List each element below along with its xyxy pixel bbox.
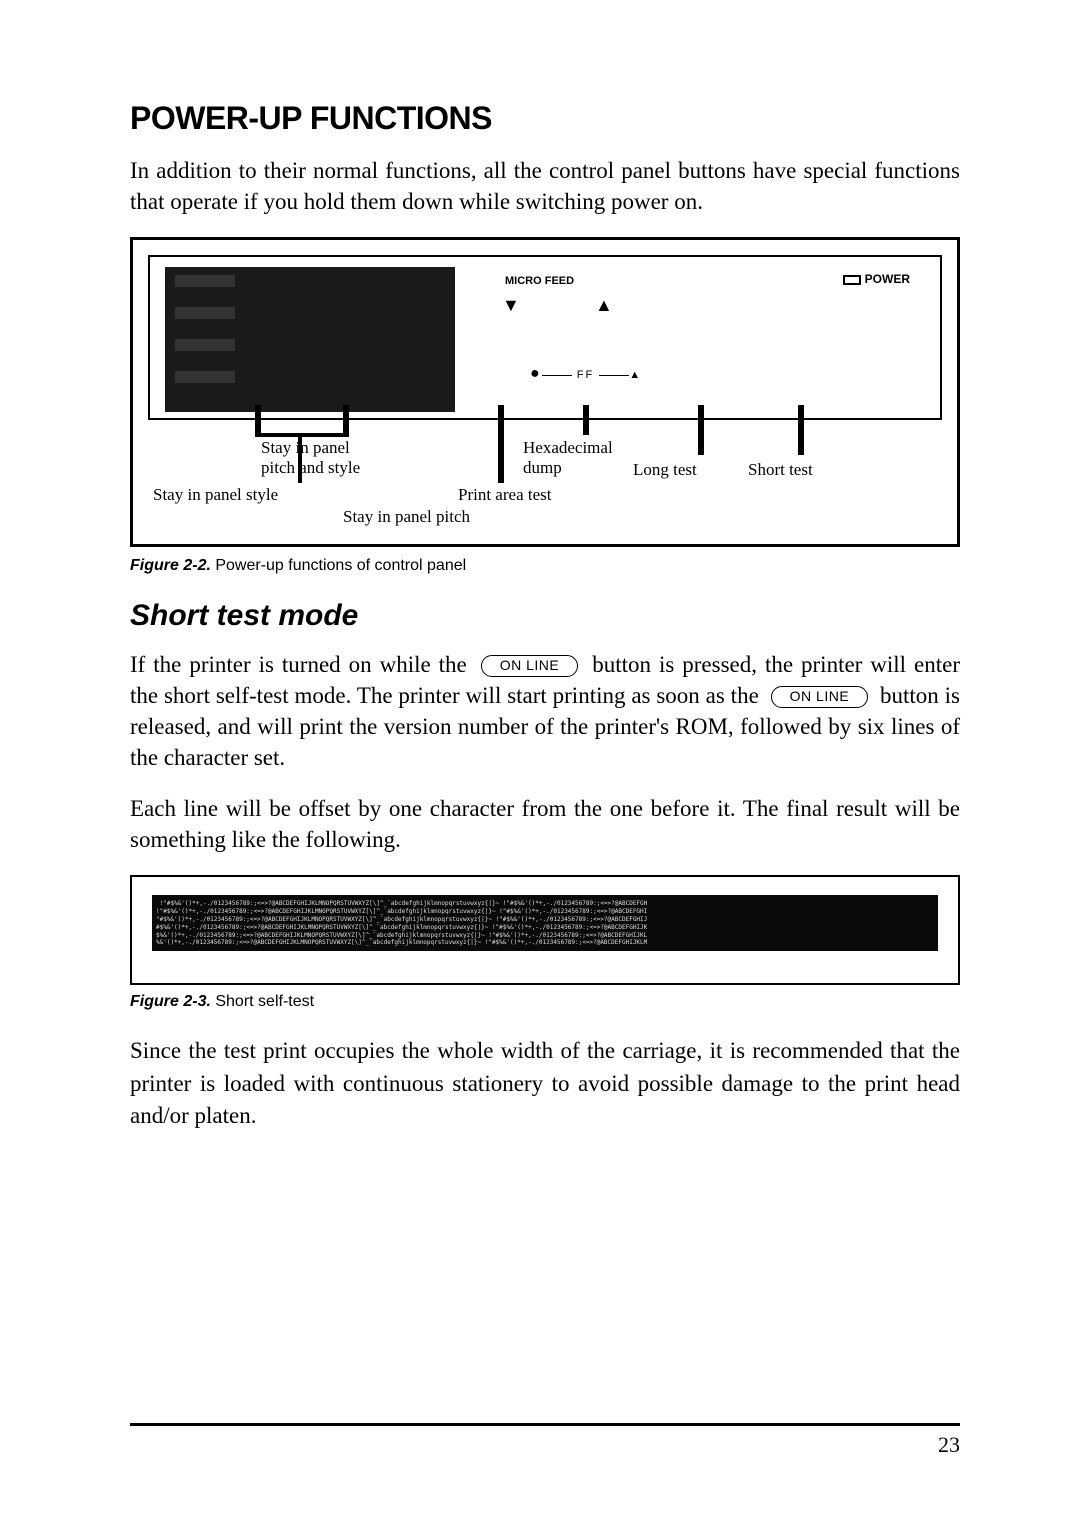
page-heading: POWER-UP FUNCTIONS	[130, 100, 960, 137]
figure-2-2-caption: Figure 2-2. Power-up functions of contro…	[130, 557, 960, 575]
online-button-1: ON LINE	[481, 655, 579, 677]
control-panel-diagram: MICRO FEED POWER ▼ ▲ ● FF ▲	[148, 255, 942, 420]
lcd-display-block	[165, 267, 455, 412]
caption2-label: Figure 2-3.	[130, 993, 211, 1010]
short-test-para1: If the printer is turned on while the ON…	[130, 649, 960, 773]
fn-long-test: Long test	[633, 460, 697, 480]
caption2-text: Short self-test	[211, 993, 314, 1010]
caption-text: Power-up functions of control panel	[211, 557, 466, 574]
online-button-2: ON LINE	[771, 686, 869, 708]
ff-label: ● FF ▲	[530, 365, 642, 383]
selftest-printout: !"#$%&'()*+,-./0123456789:;<=>?@ABCDEFGH…	[152, 895, 938, 951]
fn-print-area: Print area test	[458, 485, 551, 505]
fn-stay-style: Stay in panel style	[153, 485, 278, 505]
fn-short-test: Short test	[748, 460, 813, 480]
ff-text: FF	[577, 369, 594, 381]
intro-paragraph: In addition to their normal functions, a…	[130, 155, 960, 217]
arrow-up-icon: ▲	[595, 295, 613, 316]
figure-2-2-panel: MICRO FEED POWER ▼ ▲ ● FF ▲ Stay in pane…	[130, 237, 960, 547]
fn-stay-pitch: Stay in panel pitch	[343, 507, 470, 527]
fn-hex-dump: Hexadecimal dump	[523, 438, 613, 477]
closing-paragraph: Since the test print occupies the whole …	[130, 1035, 960, 1132]
page-footer: 23	[130, 1423, 960, 1458]
power-icon	[843, 275, 861, 285]
figure-2-3-caption: Figure 2-3. Short self-test	[130, 993, 960, 1011]
short-test-heading: Short test mode	[130, 599, 960, 633]
caption-label: Figure 2-2.	[130, 557, 211, 574]
figure-2-3-box: !"#$%&'()*+,-./0123456789:;<=>?@ABCDEFGH…	[130, 875, 960, 985]
power-text: POWER	[865, 272, 910, 286]
short-test-para2: Each line will be offset by one characte…	[130, 793, 960, 855]
power-label: POWER	[843, 272, 910, 286]
para2a: If the printer is turned on while the	[130, 652, 475, 677]
connector-lines: Stay in panel pitch and style Hexadecima…	[133, 405, 957, 525]
micro-feed-label: MICRO FEED	[505, 275, 574, 287]
arrow-down-icon: ▼	[502, 295, 520, 316]
page-number: 23	[938, 1432, 960, 1457]
fn-stay-pitch-style: Stay in panel pitch and style	[261, 438, 360, 477]
